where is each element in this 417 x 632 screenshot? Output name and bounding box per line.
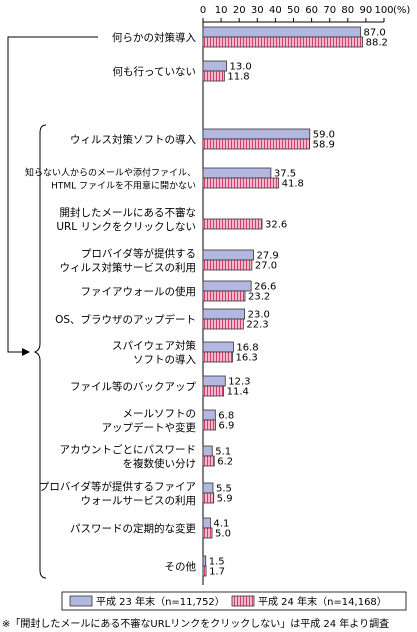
bar-value-label: 11.8 [227, 72, 249, 83]
bar-2011 [202, 409, 216, 421]
bar-2011 [202, 555, 207, 567]
x-tick-label: 70 [323, 5, 336, 16]
bar-value-label: 5.1 [215, 447, 231, 458]
category-label: プロバイダ等が提供するウィルス対策サービスの利用 [60, 247, 197, 274]
bar-value-label: 6.9 [218, 421, 234, 432]
bar-value-label: 88.2 [366, 38, 388, 49]
category-label: 何らかの対策導入 [112, 31, 196, 44]
bar-2012 [202, 290, 246, 302]
bar-value-label: 22.3 [246, 320, 268, 331]
category-label: 何も行っていない [113, 65, 196, 78]
legend-swatch-2012 [231, 595, 255, 607]
category-label: パスワードの定期的な変更 [70, 522, 196, 535]
bar-2011 [202, 308, 246, 320]
category-label: OS、ブラウザのアップデート [55, 313, 196, 326]
bar-2012 [202, 351, 233, 363]
bar-value-label: 23.0 [248, 310, 270, 321]
bar-value-label: 87.0 [363, 28, 385, 39]
bar-value-label: 58.9 [313, 140, 335, 151]
bar-2011 [202, 167, 272, 179]
bar-value-label: 16.3 [236, 353, 258, 364]
bar-2012 [202, 138, 311, 150]
category-label: スパイウェア対策ソフトの導入 [112, 339, 196, 366]
bar-value-label: 12.3 [228, 377, 250, 388]
bar-2011 [202, 375, 226, 387]
bar-2011 [202, 60, 227, 72]
bar-value-label: 5.5 [216, 484, 232, 495]
x-tick-label: 80 [341, 5, 354, 16]
bar-value-label: 4.1 [213, 519, 229, 530]
bar-value-label: 6.2 [217, 457, 233, 468]
bar-2012 [202, 318, 244, 330]
bar-2011 [202, 482, 214, 494]
bar-value-label: 1.7 [209, 567, 225, 578]
category-label: その他 [165, 560, 197, 573]
bar-2012 [202, 36, 364, 48]
x-tick-label: 40 [269, 5, 282, 16]
category-label: ファイアウォールの使用 [81, 285, 197, 298]
bar-2012 [202, 259, 253, 271]
bar-2012 [202, 565, 207, 577]
bar-2011 [202, 26, 361, 38]
category-label: 開封したメールにある不審な URL リンクをクリックしない [56, 206, 196, 233]
bar-value-label: 27.0 [255, 261, 277, 272]
x-tick-label: 90 [360, 5, 373, 16]
bar-2012 [202, 419, 216, 431]
connector-arrowhead [22, 348, 30, 356]
bar-value-label: 26.6 [254, 282, 276, 293]
bar-2011 [202, 249, 254, 261]
category-label: メールソフトのアップデートや変更 [102, 408, 197, 434]
category-label: ファイル等のバックアップ [70, 380, 196, 393]
bar-2012 [202, 70, 225, 82]
bar-value-label: 6.8 [218, 411, 234, 422]
bar-value-label: 5.9 [217, 494, 233, 505]
bar-value-label: 13.0 [230, 62, 252, 73]
x-axis-unit: (%) [393, 5, 410, 16]
bar-value-label: 32.6 [265, 220, 287, 231]
bar-2012 [202, 492, 215, 504]
category-label: 知らない人からのメールや添付ファイル、 HTML ファイルを不用意に開かない [25, 167, 196, 192]
bar-value-label: 59.0 [313, 130, 335, 141]
bar-value-label: 37.5 [274, 169, 296, 180]
legend-label-2012: 平成 24 年末（n=14,168） [258, 595, 387, 608]
bar-2011 [202, 517, 211, 529]
bar-2012 [202, 218, 263, 230]
x-tick-label: 10 [215, 5, 228, 16]
bar-value-label: 41.8 [282, 179, 304, 190]
x-tick-label: 50 [287, 5, 300, 16]
x-tick-label: 60 [305, 5, 318, 16]
bar-2012 [202, 455, 215, 467]
bar-2012 [202, 527, 213, 539]
connector-line [7, 36, 98, 353]
x-tick-label: 100 [374, 5, 393, 16]
bar-value-label: 5.0 [215, 529, 231, 540]
bar-2012 [202, 177, 280, 189]
legend-label-2011: 平成 23 年末（n=11,752） [96, 595, 225, 608]
bar-2012 [202, 385, 225, 397]
bar-2011 [202, 341, 234, 353]
category-label: プロバイダ等が提供するファイアウォールサービスの利用 [39, 480, 196, 507]
bar-value-label: 27.9 [256, 251, 278, 262]
x-tick-label: 0 [200, 5, 206, 16]
bar-value-label: 23.2 [248, 292, 270, 303]
bar-value-label: 1.5 [209, 557, 225, 568]
bar-2011 [202, 445, 213, 457]
legend-swatch-2011 [69, 595, 93, 607]
bar-2011 [202, 128, 311, 140]
x-tick-label: 20 [233, 5, 246, 16]
group-brace [33, 124, 47, 579]
bar-value-label: 11.4 [227, 387, 249, 398]
x-tick-label: 30 [251, 5, 264, 16]
category-label: ウィルス対策ソフトの導入 [70, 133, 196, 146]
bar-value-label: 16.8 [236, 343, 258, 354]
category-label: アカウントごとにパスワードを複数使い分け [60, 443, 197, 470]
footnote: ※「開封したメールにある不審なURLリンクをクリックしない」は平成 24 年より… [2, 617, 389, 630]
bar-2011 [202, 280, 252, 292]
